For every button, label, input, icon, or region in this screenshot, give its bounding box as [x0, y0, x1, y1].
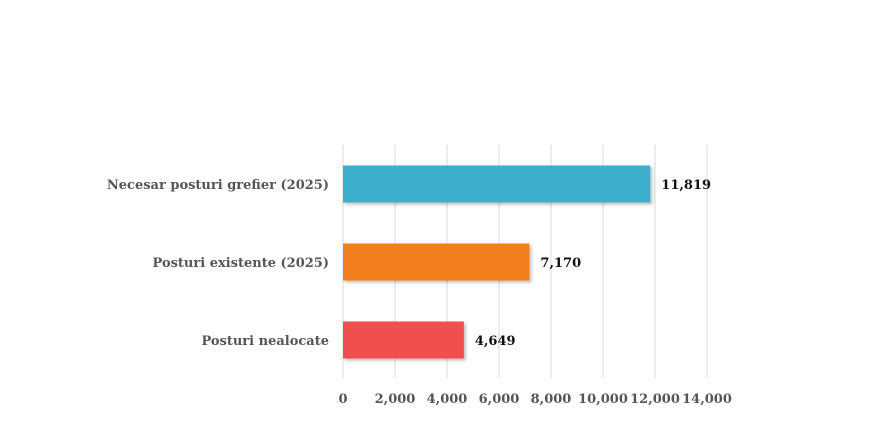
x-tick-label: 8,000: [531, 392, 572, 407]
x-tick-label: 10,000: [578, 392, 628, 407]
category-label: Posturi nealocate: [201, 334, 329, 349]
x-tick-label: 6,000: [479, 392, 520, 407]
x-tick-label: 0: [338, 392, 347, 407]
x-tick-label: 4,000: [427, 392, 468, 407]
x-tick-label: 12,000: [630, 392, 680, 407]
category-label: Posturi existente (2025): [153, 256, 329, 271]
labels: 0 2,000 4,000 6,000 8,000 10,000 12,000 14,000 N…: [107, 178, 732, 407]
bars: [343, 165, 651, 359]
x-tick-label: 14,000: [682, 392, 732, 407]
bar: [343, 321, 464, 359]
bar: [343, 243, 530, 281]
data-label: 11,819: [661, 178, 711, 193]
data-label: 7,170: [540, 256, 581, 271]
x-tick-label: 2,000: [375, 392, 416, 407]
bar: [343, 165, 651, 203]
category-label: Necesar posturi grefier (2025): [107, 178, 329, 193]
data-label: 4,649: [475, 334, 516, 349]
